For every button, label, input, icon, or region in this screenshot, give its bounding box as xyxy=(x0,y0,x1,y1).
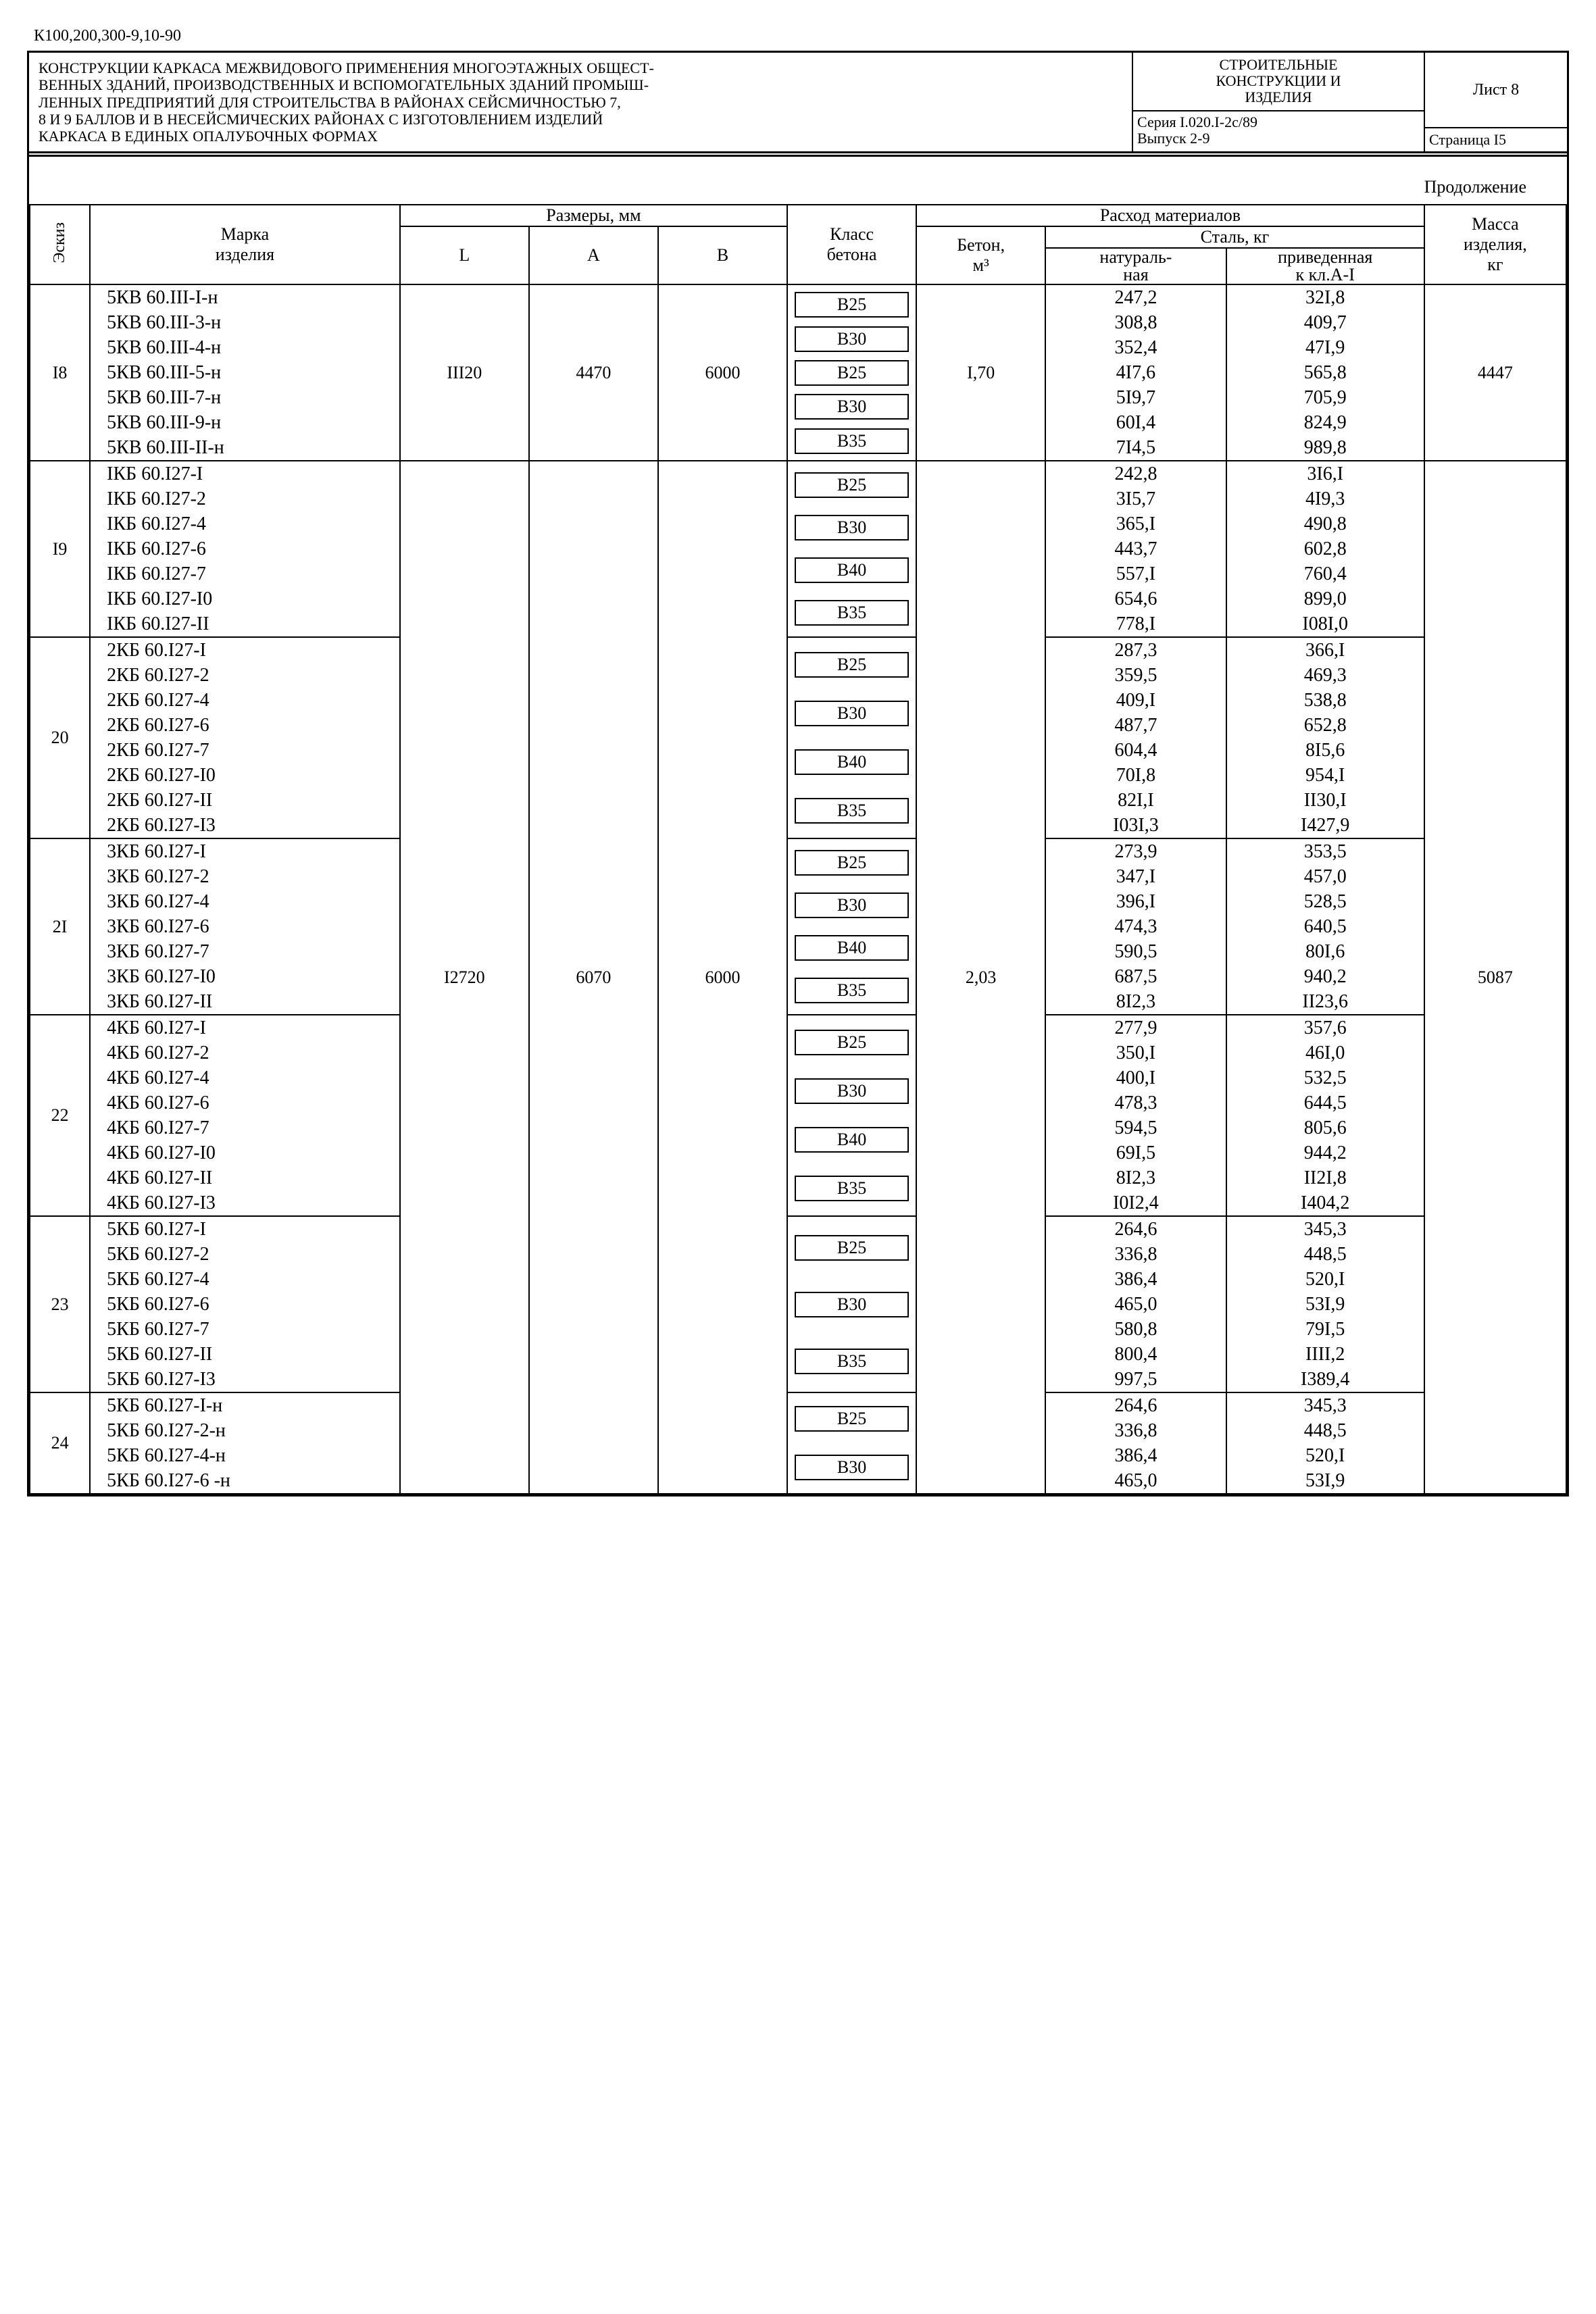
nat-cell: 264,6336,8386,4465,0580,8800,4997,5 xyxy=(1045,1216,1226,1392)
col-beton: Бетон,м³ xyxy=(957,235,1005,275)
klass-cell: В25В30В40В35 xyxy=(787,1015,916,1216)
marka-cell: 3КБ 60.I27-I3КБ 60.I27-23КБ 60.I27-43КБ … xyxy=(90,838,400,1015)
table-row: 235КБ 60.I27-I5КБ 60.I27-25КБ 60.I27-45К… xyxy=(30,1216,1566,1392)
marka-cell: 5КБ 60.I27-I-н5КБ 60.I27-2-н5КБ 60.I27-4… xyxy=(90,1392,400,1494)
title-text: КОНСТРУКЦИИ КАРКАСА МЕЖВИДОВОГО ПРИМЕНЕН… xyxy=(29,53,1133,151)
continuation-label: Продолжение xyxy=(29,157,1567,204)
nat-cell: 273,9347,I396,I474,3590,5687,58I2,3 xyxy=(1045,838,1226,1015)
series-id: Серия I.020.I-2с/89Выпуск 2-9 xyxy=(1133,111,1424,149)
col-l: L xyxy=(400,226,529,284)
table-body: I85КВ 60.III-I-н5КВ 60.III-3-н5КВ 60.III… xyxy=(30,284,1566,1494)
nat-cell: 277,9350,I400,I478,3594,569I,58I2,3I0I2,… xyxy=(1045,1015,1226,1216)
marka-cell: 4КБ 60.I27-I4КБ 60.I27-24КБ 60.I27-44КБ … xyxy=(90,1015,400,1216)
priv-cell: 3I6,I4I9,3490,8602,8760,4899,0I08I,0 xyxy=(1226,461,1424,637)
priv-cell: 345,3448,5520,I53I,9 xyxy=(1226,1392,1424,1494)
table-row: I9IКБ 60.I27-IIКБ 60.I27-2IКБ 60.I27-4IК… xyxy=(30,461,1566,637)
col-nat: натураль-ная xyxy=(1099,247,1172,284)
doc-code: К100,200,300-9,10-90 xyxy=(27,27,1569,45)
eskiz-cell: 24 xyxy=(30,1392,90,1494)
col-stal: Сталь, кг xyxy=(1045,226,1424,248)
page-number: Страница I5 xyxy=(1425,127,1567,151)
col-rashod: Расход материалов xyxy=(916,205,1424,226)
klass-cell: В25В30В40В35 xyxy=(787,637,916,838)
nat-cell: 264,6336,8386,4465,0 xyxy=(1045,1392,1226,1494)
eskiz-cell: 20 xyxy=(30,637,90,838)
table-row: 245КБ 60.I27-I-н5КБ 60.I27-2-н5КБ 60.I27… xyxy=(30,1392,1566,1494)
eskiz-cell: 23 xyxy=(30,1216,90,1392)
priv-cell: 345,3448,5520,I53I,979I,5IIII,2I389,4 xyxy=(1226,1216,1424,1392)
marka-cell: IКБ 60.I27-IIКБ 60.I27-2IКБ 60.I27-4IКБ … xyxy=(90,461,400,637)
col-b: B xyxy=(658,226,787,284)
table-head: Эскиз Маркаизделия Размеры, мм Классбето… xyxy=(30,205,1566,284)
priv-cell: 32I,8409,747I,9565,8705,9824,9989,8 xyxy=(1226,284,1424,461)
col-eskiz: Эскиз xyxy=(51,216,69,270)
dim-L: III20 xyxy=(400,284,529,461)
col-priv: приведеннаяк кл.А-I xyxy=(1278,247,1372,284)
table-row: 2I3КБ 60.I27-I3КБ 60.I27-23КБ 60.I27-43К… xyxy=(30,838,1566,1015)
nat-cell: 247,2308,8352,44I7,65I9,760I,47I4,5 xyxy=(1045,284,1226,461)
nat-cell: 242,83I5,7365,I443,7557,I654,6778,I xyxy=(1045,461,1226,637)
col-klass: Классбетона xyxy=(827,224,877,264)
massa-cell: 5087 xyxy=(1424,461,1566,1494)
eskiz-cell: 2I xyxy=(30,838,90,1015)
table-row: I85КВ 60.III-I-н5КВ 60.III-3-н5КВ 60.III… xyxy=(30,284,1566,461)
eskiz-cell: I8 xyxy=(30,284,90,461)
klass-cell: В25В30В40В35 xyxy=(787,838,916,1015)
table-row: 224КБ 60.I27-I4КБ 60.I27-24КБ 60.I27-44К… xyxy=(30,1015,1566,1216)
priv-cell: 353,5457,0528,5640,580I,6940,2II23,6 xyxy=(1226,838,1424,1015)
klass-cell: В25В30 xyxy=(787,1392,916,1494)
marka-cell: 5КБ 60.I27-I5КБ 60.I27-25КБ 60.I27-45КБ … xyxy=(90,1216,400,1392)
marka-cell: 2КБ 60.I27-I2КБ 60.I27-22КБ 60.I27-42КБ … xyxy=(90,637,400,838)
eskiz-cell: 22 xyxy=(30,1015,90,1216)
nat-cell: 287,3359,5409,I487,7604,470I,882I,II03I,… xyxy=(1045,637,1226,838)
dim-A: 6070 xyxy=(529,461,658,1494)
eskiz-cell: I9 xyxy=(30,461,90,637)
beton-cell: 2,03 xyxy=(916,461,1045,1494)
priv-cell: 357,646I,0532,5644,5805,6944,2II2I,8I404… xyxy=(1226,1015,1424,1216)
dim-A: 4470 xyxy=(529,284,658,461)
col-a: A xyxy=(529,226,658,284)
massa-cell: 4447 xyxy=(1424,284,1566,461)
page-frame: КОНСТРУКЦИИ КАРКАСА МЕЖВИДОВОГО ПРИМЕНЕН… xyxy=(27,51,1569,1496)
col-massa: Массаизделия,кг xyxy=(1464,214,1527,274)
dim-B: 6000 xyxy=(658,461,787,1494)
table-row: 202КБ 60.I27-I2КБ 60.I27-22КБ 60.I27-42К… xyxy=(30,637,1566,838)
beton-cell: I,70 xyxy=(916,284,1045,461)
priv-cell: 366,I469,3538,8652,88I5,6954,III30,II427… xyxy=(1226,637,1424,838)
org-title: СТРОИТЕЛЬНЫЕКОНСТРУКЦИИ ИИЗДЕЛИЯ xyxy=(1133,53,1424,110)
col-dims: Размеры, мм xyxy=(400,205,787,226)
dim-B: 6000 xyxy=(658,284,787,461)
klass-cell: В25В30В35 xyxy=(787,1216,916,1392)
klass-cell: В25В30В25В30В35 xyxy=(787,284,916,461)
marka-cell: 5КВ 60.III-I-н5КВ 60.III-3-н5КВ 60.III-4… xyxy=(90,284,400,461)
title-block: КОНСТРУКЦИИ КАРКАСА МЕЖВИДОВОГО ПРИМЕНЕН… xyxy=(29,53,1567,157)
data-table: Эскиз Маркаизделия Размеры, мм Классбето… xyxy=(29,204,1567,1494)
sheet-number: Лист 8 xyxy=(1425,53,1567,127)
klass-cell: В25В30В40В35 xyxy=(787,461,916,637)
col-marka: Маркаизделия xyxy=(216,224,274,264)
dim-L: I2720 xyxy=(400,461,529,1494)
